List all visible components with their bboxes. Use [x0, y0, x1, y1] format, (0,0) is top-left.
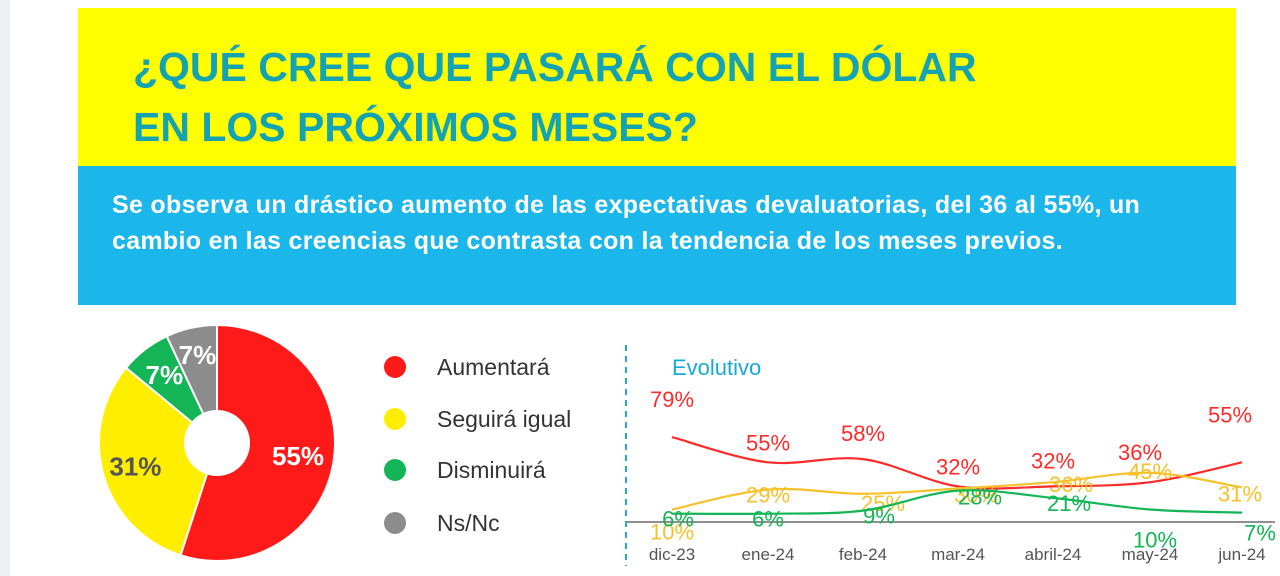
pie-donut-hole — [184, 410, 250, 476]
page-title-line-2: EN LOS PRÓXIMOS MESES? — [133, 104, 698, 150]
line-chart: Evolutivo dic-23 ene-24 feb-24 mar-24 abril-2… — [627, 355, 1276, 564]
x-tick-label: mar-24 — [931, 545, 985, 564]
pie-slice-label: 31% — [109, 452, 161, 482]
page-title-line-1: ¿QUÉ CREE QUE PASARÁ CON EL DÓLAR — [133, 44, 977, 90]
subtitle-band — [78, 166, 1236, 305]
data-label: 10% — [650, 520, 694, 545]
x-tick-label: dic-23 — [649, 545, 695, 564]
pie-slice-label: 55% — [272, 441, 324, 471]
data-label: 36% — [1049, 472, 1093, 497]
title-band — [78, 8, 1236, 166]
data-label: 32% — [936, 454, 980, 479]
data-label: 31% — [1218, 481, 1262, 506]
x-tick-label: jun-24 — [1217, 545, 1265, 564]
legend-label: Seguirá igual — [437, 406, 571, 432]
data-label: 7% — [1244, 521, 1276, 546]
x-tick-label: may-24 — [1122, 545, 1179, 564]
data-label: 30% — [954, 483, 998, 508]
legend-label: Aumentará — [437, 354, 550, 380]
pie-chart: 55% 31% 7%7% — [98, 323, 337, 562]
pie-slice-2 — [98, 366, 219, 557]
subtitle-text: Se observa un drástico aumento de las ex… — [112, 191, 1141, 255]
line-series-seguira-igual — [671, 471, 1243, 511]
legend-label: Disminuirá — [437, 457, 546, 483]
left-edge — [0, 0, 10, 576]
legend-marker — [384, 408, 406, 430]
data-label: 21% — [1047, 491, 1091, 516]
data-label: 6% — [662, 507, 694, 532]
pie-slice-label: 7% — [179, 340, 217, 370]
data-label: 79% — [650, 387, 694, 412]
data-label: 58% — [841, 421, 885, 446]
x-tick-label: abril-24 — [1025, 545, 1082, 564]
legend-label: Ns/Nc — [437, 510, 500, 536]
legend-marker — [384, 459, 406, 481]
line-series-aumentara — [671, 436, 1243, 490]
data-label: 55% — [746, 430, 790, 455]
data-label: 28% — [958, 485, 1002, 510]
x-tick-label: feb-24 — [839, 545, 887, 564]
pie-slice-label: 7% — [146, 360, 184, 390]
data-label: 6% — [752, 507, 784, 532]
legend-marker — [384, 512, 406, 534]
legend-marker — [384, 356, 406, 378]
data-label: 10% — [1133, 528, 1177, 553]
data-label: 45% — [1128, 459, 1172, 484]
line-series-disminuira — [671, 489, 1243, 516]
data-label: 55% — [1208, 402, 1252, 427]
x-tick-label: ene-24 — [742, 545, 795, 564]
pie-legend: Aumentará Seguirá igual Disminuirá Ns/Nc — [384, 354, 571, 536]
data-label: 36% — [1118, 440, 1162, 465]
data-label: 29% — [746, 483, 790, 508]
data-label: 9% — [863, 504, 895, 529]
line-chart-title: Evolutivo — [672, 355, 761, 380]
pie-slice-1 — [179, 323, 337, 562]
data-label: 32% — [1031, 448, 1075, 473]
